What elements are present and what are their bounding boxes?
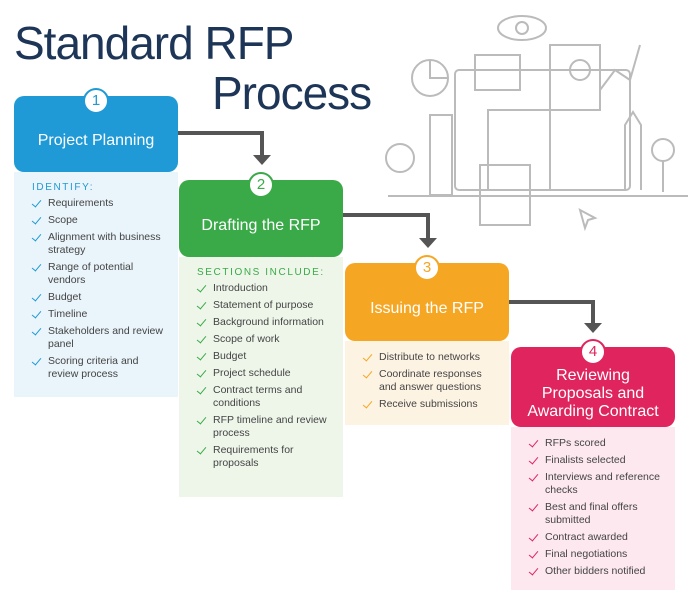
title: Process: [212, 67, 372, 119]
check-icon: [528, 454, 539, 465]
check-icon: [31, 291, 42, 302]
check-icon: [196, 333, 207, 344]
list-item: Scoring criteria and review process: [31, 355, 166, 381]
list-item: Budget: [31, 291, 166, 304]
list-item: Scope: [31, 214, 166, 227]
item-text: Project schedule: [213, 367, 291, 379]
check-icon: [528, 565, 539, 576]
check-icon: [528, 501, 539, 512]
item-text: Requirements: [48, 197, 114, 209]
check-icon: [362, 398, 373, 409]
check-icon: [31, 214, 42, 225]
check-icon: [528, 531, 539, 542]
check-icon: [31, 231, 42, 242]
arrows: [178, 131, 595, 325]
check-icon: [31, 308, 42, 319]
list-item: Project schedule: [196, 367, 331, 380]
list-item: Contract terms and conditions: [196, 384, 331, 410]
check-icon: [196, 282, 207, 293]
step-panel: RFPs scored Finalists selected Interviews …: [511, 427, 675, 590]
list-item: RFPs scored: [528, 437, 663, 450]
check-icon: [196, 444, 207, 455]
check-icon: [528, 437, 539, 448]
item-text: Receive submissions: [379, 398, 478, 410]
illustration: [385, 15, 688, 232]
item-text: Distribute to networks: [379, 351, 480, 363]
item-text: Timeline: [48, 308, 88, 320]
list-item: Background information: [196, 316, 331, 329]
list-item: Timeline: [31, 308, 166, 321]
section-heading: SECTIONS INCLUDE:: [197, 267, 325, 278]
step-panel: SECTIONS INCLUDE: Introduction Statement o…: [179, 257, 343, 497]
check-icon: [196, 350, 207, 361]
list-item: Best and final offers submitted: [528, 501, 663, 527]
item-text: Requirements for proposals: [213, 444, 294, 469]
item-text: Stakeholders and review panel: [48, 325, 163, 350]
arrow-heads: [253, 155, 602, 333]
list-item: Contract awarded: [528, 531, 663, 544]
check-icon: [196, 299, 207, 310]
list-item: RFP timeline and review process: [196, 414, 331, 440]
step-number: 2: [248, 172, 274, 198]
step-number: 1: [83, 88, 109, 114]
check-icon: [31, 325, 42, 336]
item-text: Background information: [213, 316, 324, 328]
item-text: Introduction: [213, 282, 268, 294]
item-text: Alignment with business strategy: [48, 231, 161, 256]
list-item: Statement of purpose: [196, 299, 331, 312]
step-panel: Distribute to networks Coordinate respons…: [345, 341, 509, 425]
list-item: Interviews and reference checks: [528, 471, 663, 497]
item-text: Finalists selected: [545, 454, 626, 466]
item-text: Interviews and reference checks: [545, 471, 660, 496]
item-text: Scoring criteria and review process: [48, 355, 139, 380]
step-panel: IDENTIFY: Requirements Scope Alignment with…: [14, 172, 178, 397]
check-icon: [31, 355, 42, 366]
list-item: Requirements: [31, 197, 166, 210]
section-heading: IDENTIFY:: [32, 182, 95, 193]
check-icon: [31, 261, 42, 272]
list-item: Requirements for proposals: [196, 444, 331, 470]
list-item: Finalists selected: [528, 454, 663, 467]
item-text: Best and final offers submitted: [545, 501, 638, 526]
check-icon: [362, 368, 373, 379]
step-number: 4: [580, 339, 606, 365]
check-icon: [362, 351, 373, 362]
list-item: Coordinate responses and answer question…: [362, 368, 497, 394]
item-text: Budget: [213, 350, 247, 362]
check-icon: [31, 197, 42, 208]
title: Standard RFP: [14, 17, 294, 69]
item-text: Range of potential vendors: [48, 261, 134, 286]
item-text: Contract awarded: [545, 531, 628, 543]
check-icon: [196, 414, 207, 425]
item-text: RFPs scored: [545, 437, 606, 449]
check-icon: [196, 384, 207, 395]
item-text: Other bidders notified: [545, 565, 646, 577]
item-text: Coordinate responses and answer question…: [379, 368, 482, 393]
item-text: Contract terms and conditions: [213, 384, 303, 409]
item-text: Scope of work: [213, 333, 280, 345]
list-item: Budget: [196, 350, 331, 363]
item-text: Scope: [48, 214, 78, 226]
list-item: Stakeholders and review panel: [31, 325, 166, 351]
step-number: 3: [414, 255, 440, 281]
check-icon: [196, 367, 207, 378]
item-text: Final negotiations: [545, 548, 628, 560]
item-text: RFP timeline and review process: [213, 414, 327, 439]
list-item: Distribute to networks: [362, 351, 497, 364]
check-icon: [196, 316, 207, 327]
list-item: Receive submissions: [362, 398, 497, 411]
item-text: Statement of purpose: [213, 299, 314, 311]
step-header: Drafting the RFP: [179, 180, 343, 257]
list-item: Introduction: [196, 282, 331, 295]
list-item: Final negotiations: [528, 548, 663, 561]
item-text: Budget: [48, 291, 82, 303]
check-icon: [528, 471, 539, 482]
check-icon: [528, 548, 539, 559]
list-item: Alignment with business strategy: [31, 231, 166, 257]
list-item: Other bidders notified: [528, 565, 663, 578]
list-item: Scope of work: [196, 333, 331, 346]
list-item: Range of potential vendors: [31, 261, 166, 287]
